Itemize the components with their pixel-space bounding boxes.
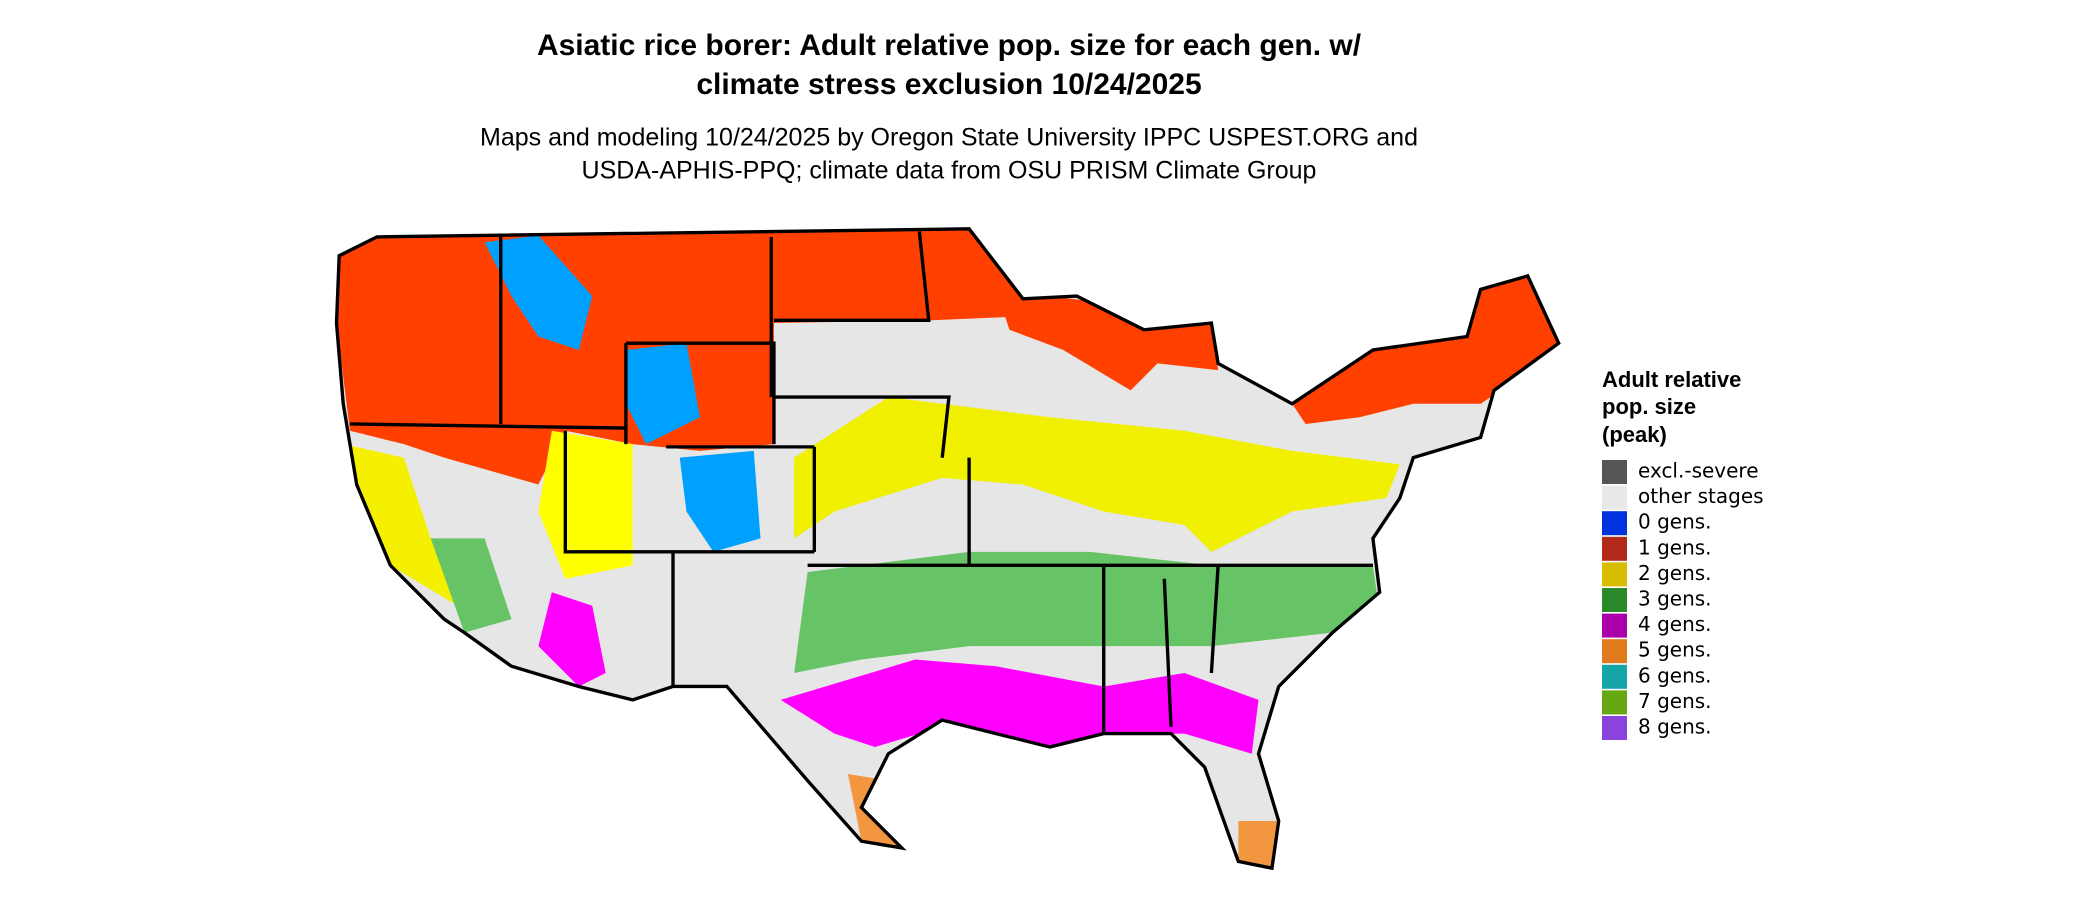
legend-swatch: [1602, 536, 1627, 561]
legend-title: Adult relative: [1602, 367, 1741, 392]
legend-swatch: [1602, 690, 1627, 715]
title: Asiatic rice borer: Adult relative pop. …: [537, 29, 1362, 62]
legend-swatch: [1602, 588, 1627, 612]
us-map: [334, 227, 1561, 871]
zone-1gen: [1292, 275, 1559, 424]
legend-swatch: [1602, 716, 1627, 740]
legend-swatch: [1602, 639, 1627, 664]
legend-label: excl.-severe: [1638, 459, 1759, 483]
legend: Adult relative pop. size (peak) excl.-se…: [1602, 367, 1764, 740]
legend-label: 6 gens.: [1638, 663, 1712, 687]
legend-label: 3 gens.: [1638, 587, 1712, 611]
model-zones: [336, 228, 1559, 869]
legend-swatch: [1602, 485, 1627, 510]
legend-label: 4 gens.: [1638, 612, 1712, 636]
legend-swatch: [1602, 511, 1627, 536]
legend-swatch: [1602, 460, 1627, 484]
legend-title: (peak): [1602, 422, 1667, 447]
zone-0gen: [625, 343, 761, 552]
zone-3gen: [430, 538, 512, 633]
legend-label: 0 gens.: [1638, 510, 1712, 534]
zone-3gen: [794, 551, 1380, 673]
title: climate stress exclusion 10/24/2025: [696, 68, 1201, 101]
legend-swatch: [1602, 613, 1627, 638]
zone-4gen: [780, 659, 1259, 754]
zone-2gen: [538, 430, 633, 579]
legend-label: 2 gens.: [1638, 561, 1712, 585]
subtitle: Maps and modeling 10/24/2025 by Oregon S…: [480, 124, 1418, 152]
legend-label: 7 gens.: [1638, 689, 1712, 713]
zone-0gen: [484, 235, 593, 350]
legend-label: other stages: [1638, 484, 1764, 508]
legend-swatch: [1602, 664, 1627, 689]
legend-title: pop. size: [1602, 394, 1696, 419]
zone-2gen: [343, 444, 472, 606]
legend-label: 1 gens.: [1638, 535, 1712, 559]
subtitle: USDA-APHIS-PPQ; climate data from OSU PR…: [582, 157, 1317, 185]
state-borders: [334, 227, 1561, 871]
legend-swatch: [1602, 562, 1627, 587]
legend-label: 5 gens.: [1638, 638, 1712, 662]
zone-4gen: [538, 592, 606, 687]
legend-label: 8 gens.: [1638, 715, 1712, 739]
